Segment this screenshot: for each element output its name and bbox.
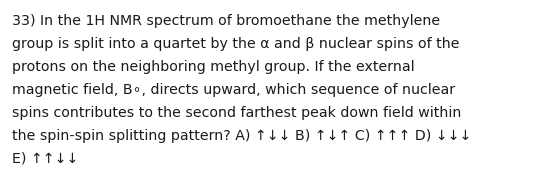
Text: the spin-spin splitting pattern? A) ↑↓↓ B) ↑↓↑ C) ↑↑↑ D) ↓↓↓: the spin-spin splitting pattern? A) ↑↓↓ … xyxy=(12,129,472,143)
Text: group is split into a quartet by the α and β nuclear spins of the: group is split into a quartet by the α a… xyxy=(12,37,459,51)
Text: 33) In the 1H NMR spectrum of bromoethane the methylene: 33) In the 1H NMR spectrum of bromoethan… xyxy=(12,14,440,28)
Text: magnetic field, B∘, directs upward, which sequence of nuclear: magnetic field, B∘, directs upward, whic… xyxy=(12,83,455,97)
Text: spins contributes to the second farthest peak down field within: spins contributes to the second farthest… xyxy=(12,106,461,120)
Text: E) ↑↑↓↓: E) ↑↑↓↓ xyxy=(12,152,78,166)
Text: protons on the neighboring methyl group. If the external: protons on the neighboring methyl group.… xyxy=(12,60,415,74)
